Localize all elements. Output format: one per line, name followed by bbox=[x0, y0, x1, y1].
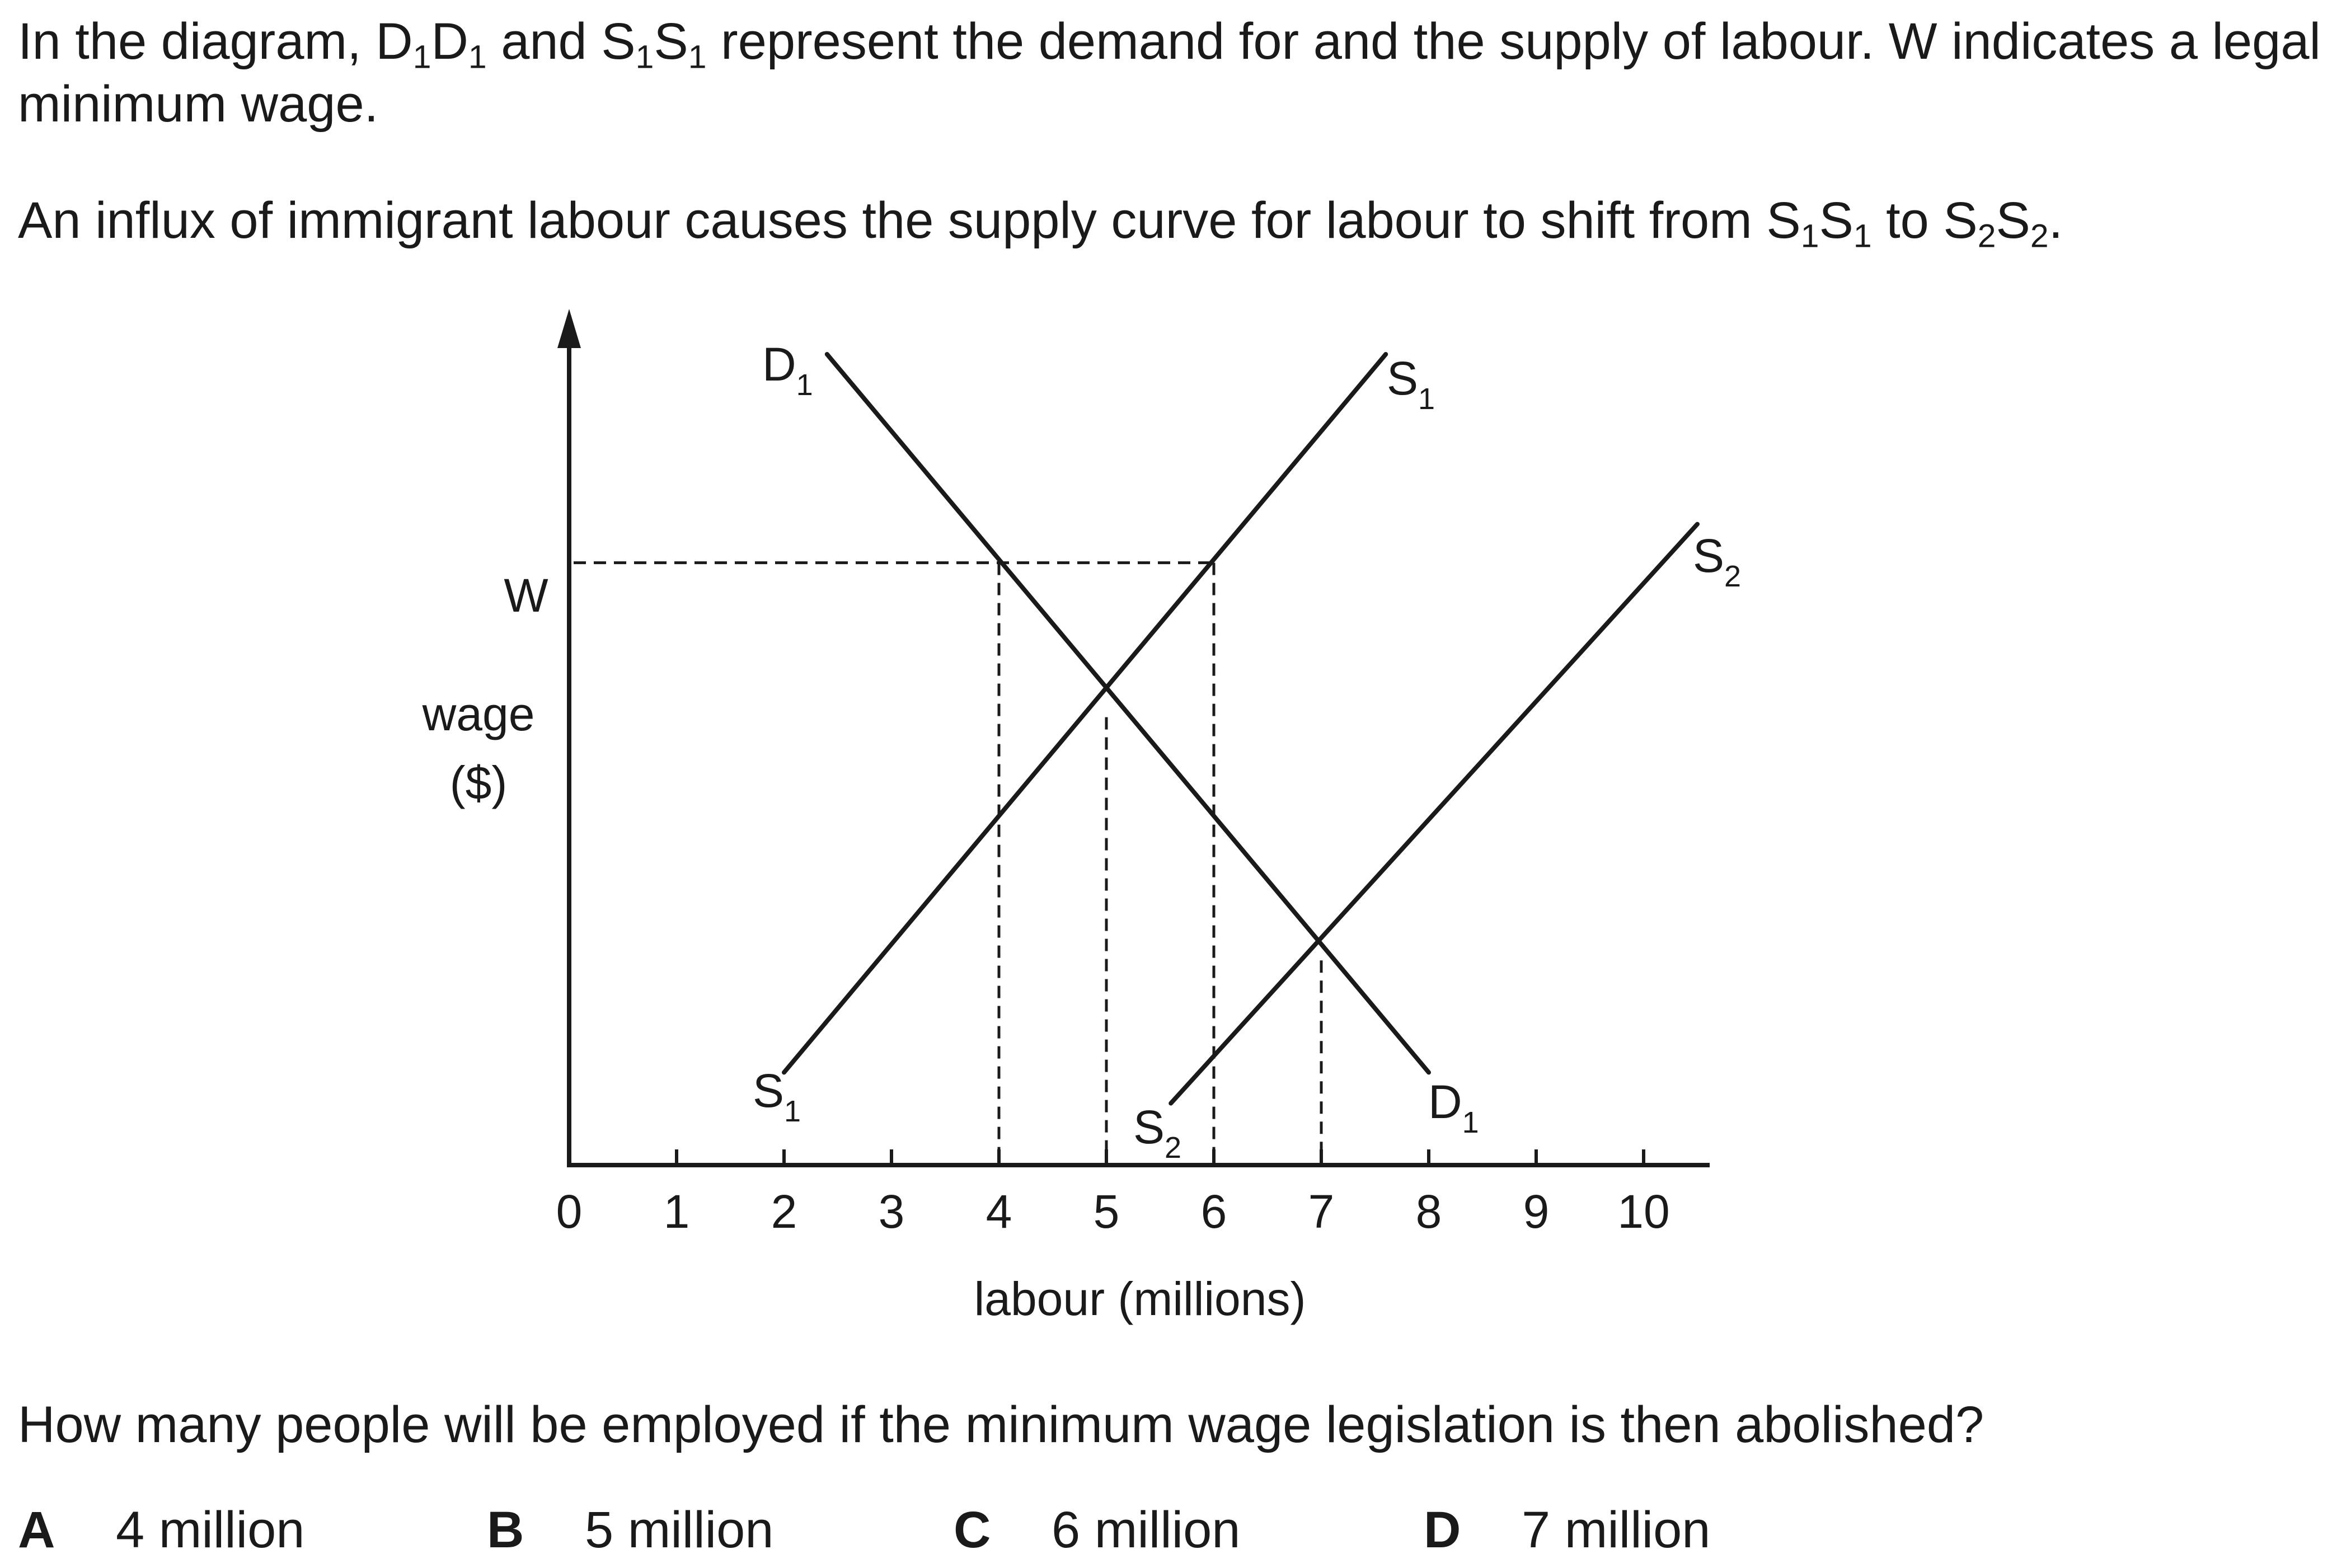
y-axis-arrow-icon bbox=[557, 309, 581, 348]
x-tick-label: 0 bbox=[556, 1185, 583, 1238]
option-a-text: 4 million bbox=[116, 1501, 305, 1558]
curve-label-d1-top-letter: D bbox=[762, 338, 796, 391]
influx-statement: An influx of immigrant labour causes the… bbox=[18, 189, 2324, 252]
curve-label-d1-bottom-sub: 1 bbox=[1462, 1106, 1479, 1139]
option-b-letter: B bbox=[487, 1501, 524, 1558]
intro-subscript-3: 1 bbox=[635, 39, 654, 76]
curve-label-s1-top-sub: 1 bbox=[1418, 382, 1435, 416]
influx-text-1: An influx of immigrant labour causes the… bbox=[18, 192, 1801, 249]
curve-label-s2-bottom: S2 bbox=[1133, 1101, 1181, 1165]
question-text: How many people will be employed if the … bbox=[18, 1396, 1984, 1453]
x-axis-ticks: 0 1 2 3 4 5 6 7 8 9 10 bbox=[556, 1149, 1670, 1238]
x-tick-label: 8 bbox=[1416, 1185, 1442, 1238]
curve-label-s1-top: S1 bbox=[1387, 352, 1435, 416]
x-tick-label: 4 bbox=[986, 1185, 1012, 1238]
option-b-text: 5 million bbox=[585, 1501, 774, 1558]
x-tick-label: 6 bbox=[1201, 1185, 1227, 1238]
intro-text-2: D bbox=[431, 13, 468, 70]
curve-s1 bbox=[782, 352, 1388, 1075]
y-axis-label-line1: wage bbox=[422, 688, 535, 740]
option-c[interactable]: C 6 million bbox=[954, 1501, 1240, 1560]
x-tick-label: 9 bbox=[1523, 1185, 1550, 1238]
dashed-guide-lines bbox=[574, 561, 1323, 1162]
influx-subscript-4: 2 bbox=[2030, 218, 2049, 255]
influx-text-4: S bbox=[1996, 192, 2030, 249]
influx-subscript-1: 1 bbox=[1800, 218, 1819, 255]
curve-label-s2-top-letter: S bbox=[1693, 529, 1724, 582]
curve-label-d1-top-sub: 1 bbox=[796, 368, 813, 402]
curve-label-s2-bottom-sub: 2 bbox=[1165, 1131, 1181, 1165]
curve-label-s2-top-sub: 2 bbox=[1724, 560, 1741, 593]
curve-d1 bbox=[824, 352, 1431, 1075]
curve-label-d1-bottom-letter: D bbox=[1428, 1076, 1462, 1128]
influx-subscript-2: 1 bbox=[1853, 218, 1872, 255]
option-a-letter: A bbox=[18, 1501, 55, 1558]
option-d[interactable]: D 7 million bbox=[1424, 1501, 1710, 1560]
x-tick-label: 2 bbox=[771, 1185, 797, 1238]
option-d-letter: D bbox=[1424, 1501, 1461, 1558]
curve-label-d1-top: D1 bbox=[762, 338, 813, 402]
option-d-text: 7 million bbox=[1522, 1501, 1711, 1558]
option-c-text: 6 million bbox=[1052, 1501, 1241, 1558]
x-tick-label: 3 bbox=[879, 1185, 905, 1238]
x-axis-label: labour (millions) bbox=[974, 1273, 1306, 1325]
curve-label-s1-top-letter: S bbox=[1387, 352, 1418, 405]
min-wage-label: W bbox=[504, 569, 548, 622]
intro-subscript-4: 1 bbox=[688, 39, 707, 76]
intro-text-3: and S bbox=[486, 13, 636, 70]
intro-text-1: In the diagram, D bbox=[18, 13, 413, 70]
curve-label-s1-bottom-sub: 1 bbox=[784, 1095, 801, 1128]
labour-market-diagram: 0 1 2 3 4 5 6 7 8 9 10 W wage ($) labour (millions… bbox=[422, 309, 1741, 1325]
influx-subscript-3: 2 bbox=[1977, 218, 1996, 255]
curve-label-s2-bottom-letter: S bbox=[1133, 1101, 1165, 1153]
curves bbox=[782, 352, 1700, 1106]
x-tick-label: 1 bbox=[664, 1185, 690, 1238]
x-tick-label: 5 bbox=[1094, 1185, 1120, 1238]
intro-text-4: S bbox=[654, 13, 688, 70]
y-axis-label-line2: ($) bbox=[450, 757, 508, 809]
option-b[interactable]: B 5 million bbox=[487, 1501, 773, 1560]
x-tick-label: 10 bbox=[1617, 1185, 1669, 1238]
answer-options: A 4 million B 5 million C 6 million D 7 mill… bbox=[18, 1501, 2312, 1568]
question-intro: In the diagram, D1D1 and S1S1 represent … bbox=[18, 10, 2324, 135]
curve-label-s2-top: S2 bbox=[1693, 529, 1741, 593]
curve-label-d1-bottom: D1 bbox=[1428, 1076, 1479, 1139]
x-tick-label: 7 bbox=[1308, 1185, 1335, 1238]
intro-subscript-1: 1 bbox=[412, 39, 431, 76]
curve-label-s1-bottom-letter: S bbox=[753, 1064, 784, 1117]
influx-text-3: to S bbox=[1871, 192, 1978, 249]
option-a[interactable]: A 4 million bbox=[18, 1501, 304, 1560]
curve-label-s1-bottom: S1 bbox=[753, 1064, 801, 1128]
influx-text-2: S bbox=[1819, 192, 1853, 249]
option-c-letter: C bbox=[954, 1501, 991, 1558]
intro-text-5: represent the demand for and the supply … bbox=[18, 13, 2321, 133]
intro-subscript-2: 1 bbox=[468, 39, 487, 76]
curve-s2 bbox=[1169, 522, 1700, 1106]
influx-text-5: . bbox=[2048, 192, 2063, 249]
